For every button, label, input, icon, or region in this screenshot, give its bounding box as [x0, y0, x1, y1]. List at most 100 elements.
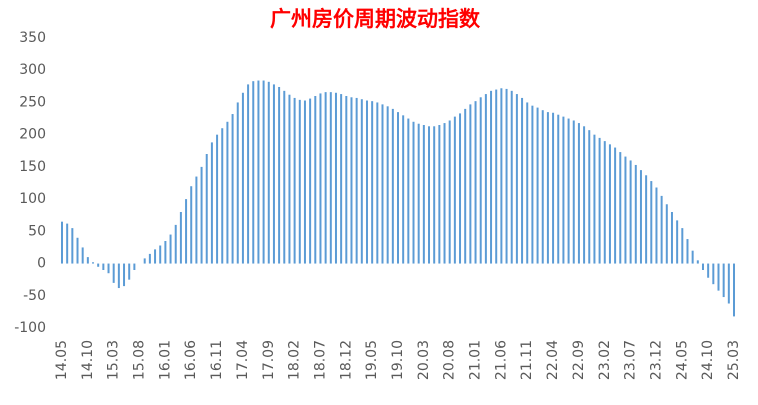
- y-tick-label: 100: [19, 191, 46, 207]
- y-tick-label: 150: [19, 159, 46, 175]
- bar: [541, 110, 544, 264]
- bar: [552, 112, 555, 264]
- bar: [422, 125, 425, 264]
- bar: [174, 224, 177, 264]
- bar: [360, 99, 363, 264]
- bar: [97, 263, 100, 267]
- bar: [169, 234, 172, 264]
- bar: [428, 126, 431, 264]
- bar: [350, 97, 353, 264]
- bar: [526, 102, 529, 264]
- bar: [195, 176, 198, 264]
- bar: [365, 100, 368, 264]
- bar: [262, 80, 265, 264]
- bar: [603, 141, 606, 264]
- x-tick-label: 23.02: [597, 340, 613, 380]
- bar: [479, 97, 482, 264]
- chart-title: 广州房价周期波动指数: [270, 7, 481, 31]
- bar: [448, 120, 451, 264]
- bar: [433, 126, 436, 264]
- bar: [402, 115, 405, 264]
- bar: [717, 263, 720, 291]
- x-tick-label: 18.12: [338, 340, 354, 380]
- y-tick-label: -100: [14, 320, 46, 336]
- bar: [412, 121, 415, 264]
- bar: [71, 228, 74, 264]
- bar: [464, 108, 467, 264]
- bar: [712, 263, 715, 285]
- bar: [371, 101, 374, 264]
- x-tick-label: 22.09: [571, 340, 587, 380]
- bar: [226, 121, 229, 264]
- bar: [619, 152, 622, 264]
- bar: [624, 156, 627, 264]
- x-tick-label: 21.06: [493, 340, 509, 380]
- bar: [670, 212, 673, 264]
- bar: [334, 92, 337, 264]
- x-tick-label: 19.10: [390, 340, 406, 380]
- bar: [557, 114, 560, 264]
- x-tick-label: 25.03: [726, 340, 742, 380]
- bar: [92, 262, 95, 264]
- bar: [469, 104, 472, 264]
- bar: [76, 237, 79, 264]
- x-tick-label: 17.04: [235, 340, 251, 380]
- bar: [303, 100, 306, 264]
- bar: [102, 263, 105, 270]
- bar: [107, 263, 110, 274]
- bar: [521, 97, 524, 264]
- bar: [583, 126, 586, 264]
- bar: [86, 257, 89, 264]
- bar: [340, 94, 343, 264]
- bar: [536, 107, 539, 264]
- bar: [61, 221, 63, 264]
- bar: [236, 102, 239, 264]
- bar: [577, 123, 580, 264]
- bar: [639, 170, 642, 264]
- x-tick-label: 19.05: [364, 340, 380, 380]
- bar: [267, 81, 270, 264]
- bar: [329, 92, 332, 264]
- bar: [660, 195, 663, 264]
- bar: [505, 88, 508, 264]
- bar: [210, 142, 213, 264]
- bar: [376, 102, 379, 264]
- bar: [221, 128, 224, 264]
- bar: [397, 112, 399, 264]
- bar: [510, 90, 513, 264]
- bar: [179, 212, 182, 264]
- bar: [614, 147, 617, 264]
- x-tick-label: 18.02: [287, 340, 303, 380]
- bar: [681, 228, 684, 264]
- bar: [190, 186, 193, 264]
- bar: [247, 84, 250, 264]
- bar: [257, 80, 260, 264]
- bar: [691, 250, 694, 264]
- bar: [608, 144, 611, 264]
- bar: [500, 88, 503, 264]
- x-tick-label: 23.07: [623, 340, 639, 380]
- bar: [81, 247, 84, 264]
- x-tick-label: 15.03: [106, 340, 122, 380]
- bar: [598, 137, 601, 264]
- bar: [707, 263, 710, 278]
- y-tick-label: 200: [19, 127, 46, 143]
- bar: [133, 263, 136, 270]
- x-tick-label: 15.08: [132, 340, 148, 380]
- bar: [696, 260, 699, 264]
- y-tick-label: 0: [37, 256, 46, 272]
- bar: [562, 116, 565, 264]
- bar: [159, 245, 162, 264]
- x-tick-label: 20.08: [442, 340, 458, 380]
- bar: [515, 94, 518, 264]
- bar: [634, 164, 637, 264]
- x-tick-label: 23.12: [648, 340, 664, 380]
- y-tick-label: 350: [19, 30, 46, 46]
- bar: [345, 96, 348, 264]
- bar: [293, 97, 296, 264]
- bar: [443, 123, 446, 264]
- bar: [655, 187, 658, 264]
- x-tick-label: 14.05: [54, 340, 70, 380]
- bar: [112, 263, 115, 283]
